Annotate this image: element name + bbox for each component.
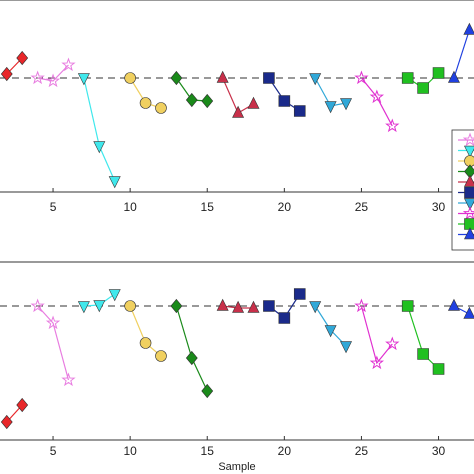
plot-area: [0, 22, 474, 189]
marker: [139, 337, 152, 349]
marker: [369, 355, 385, 370]
marker: [463, 22, 474, 35]
x-tick-label: 30: [432, 444, 446, 458]
marker: [139, 97, 152, 109]
marker: [278, 312, 291, 324]
x-tick-label: 30: [432, 200, 446, 214]
marker: [201, 383, 214, 399]
marker: [16, 397, 29, 413]
marker: [108, 176, 121, 189]
marker: [447, 70, 460, 83]
marker: [309, 301, 322, 314]
marker: [61, 372, 76, 387]
series-line: [453, 29, 470, 79]
marker: [385, 118, 400, 133]
marker: [232, 105, 245, 118]
x-tick-label: 25: [355, 200, 369, 214]
marker: [247, 96, 260, 109]
marker: [309, 73, 322, 86]
marker: [216, 70, 229, 83]
marker: [340, 341, 353, 354]
marker: [0, 66, 13, 82]
axes-frame: [0, 0, 474, 193]
plot-area: [0, 288, 474, 430]
marker: [45, 73, 61, 88]
x-tick-label: 15: [201, 444, 215, 458]
x-axis-label: Sample: [218, 461, 255, 473]
marker: [464, 155, 474, 167]
marker: [61, 57, 76, 72]
marker: [124, 300, 136, 312]
marker: [324, 101, 337, 114]
marker: [247, 300, 260, 313]
marker: [432, 67, 445, 79]
marker: [124, 72, 136, 84]
marker: [464, 174, 474, 187]
marker: [464, 186, 474, 199]
marker: [401, 72, 414, 84]
marker: [464, 145, 474, 158]
marker: [155, 102, 167, 114]
x-tick-label: 15: [201, 200, 215, 214]
marker: [16, 50, 29, 66]
marker: [77, 301, 90, 314]
marker: [263, 72, 275, 84]
x-tick-label: 25: [355, 444, 369, 458]
marker: [293, 288, 306, 300]
marker: [293, 105, 306, 117]
marker: [216, 298, 229, 311]
marker: [185, 350, 198, 366]
marker: [464, 198, 474, 211]
marker: [464, 227, 474, 240]
marker: [108, 289, 121, 302]
marker: [324, 325, 337, 338]
series-line: [37, 64, 69, 82]
marker: [354, 298, 369, 313]
marker: [401, 300, 414, 312]
marker: [340, 98, 353, 111]
marker: [77, 73, 90, 86]
marker: [463, 306, 474, 319]
marker: [354, 70, 369, 85]
marker: [417, 82, 429, 94]
marker: [30, 298, 45, 313]
marker: [93, 141, 106, 154]
series-line: [360, 77, 393, 127]
x-tick-label: 20: [278, 200, 292, 214]
marker: [278, 95, 291, 107]
marker: [30, 70, 45, 85]
marker: [170, 298, 183, 314]
x-tick-label: 5: [50, 200, 57, 214]
marker: [170, 70, 183, 86]
marker: [232, 300, 245, 313]
series-line: [175, 305, 208, 392]
marker: [369, 89, 385, 104]
marker: [462, 132, 474, 147]
series-line: [37, 305, 70, 381]
marker: [263, 300, 275, 312]
marker: [45, 315, 61, 330]
x-tick-label: 5: [50, 444, 57, 458]
x-tick-label: 20: [278, 444, 292, 458]
marker: [93, 300, 106, 313]
axes-frame: [0, 261, 474, 441]
marker: [462, 205, 474, 220]
marker: [417, 348, 429, 360]
marker: [201, 93, 214, 109]
series-line: [360, 305, 393, 365]
series-line: [83, 77, 116, 182]
marker: [185, 92, 198, 108]
marker: [447, 298, 460, 311]
marker: [385, 336, 400, 351]
marker: [155, 350, 167, 362]
marker: [464, 218, 474, 230]
x-tick-label: 10: [123, 444, 137, 458]
marker: [0, 414, 13, 430]
x-tick-label: 10: [123, 200, 137, 214]
marker: [432, 363, 445, 375]
